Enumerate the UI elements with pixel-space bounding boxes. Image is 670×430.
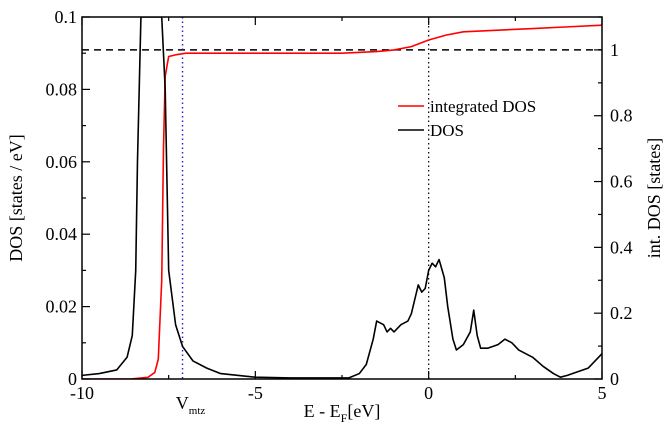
y2-tick-label: 0.4 xyxy=(610,237,633,257)
y-tick-label: 0.02 xyxy=(46,297,78,317)
x-axis-label: E - EF[eV] xyxy=(304,401,381,425)
series-line-integrated-dos xyxy=(82,24,602,379)
y2-tick-label: 1 xyxy=(610,40,619,60)
x-tick-label: -10 xyxy=(70,383,94,403)
legend-label-dos: DOS xyxy=(430,121,464,140)
x-axis-label-main: E - E xyxy=(304,401,341,421)
vmtz-label-sub: mtz xyxy=(189,405,206,417)
y2-tick-label: 0.6 xyxy=(610,172,633,192)
y-tick-label: 0.06 xyxy=(46,152,78,172)
y2-tick-label: 0 xyxy=(610,369,619,389)
x-tick-label: 5 xyxy=(598,383,607,403)
vmtz-label-main: V xyxy=(176,393,189,413)
reference-lines xyxy=(82,17,602,379)
y2-tick-label: 0.8 xyxy=(610,106,633,126)
y-tick-label: 0.1 xyxy=(55,7,78,27)
y-tick-label: 0.08 xyxy=(46,79,78,99)
legend: integrated DOS DOS xyxy=(398,97,536,140)
tick-marks xyxy=(81,16,603,380)
y2-tick-label: 0.2 xyxy=(610,303,633,323)
x-tick-label: -5 xyxy=(248,383,263,403)
y2-axis-label: int. DOS [states] xyxy=(644,138,664,259)
tick-labels: -10 -5 0 500.020.040.060.080.100.20.40.60.8… xyxy=(46,7,633,403)
series-line-dos xyxy=(82,17,602,379)
x-axis-label-sub: F xyxy=(341,411,348,425)
x-axis-label-unit: [eV] xyxy=(347,401,380,421)
legend-label-integrated-dos: integrated DOS xyxy=(430,97,536,116)
series-layer xyxy=(82,17,602,379)
vmtz-label: Vmtz xyxy=(176,393,206,417)
x-tick-label: 0 xyxy=(424,383,433,403)
y-tick-label: 0 xyxy=(68,369,77,389)
y-axis-label: DOS [states / eV] xyxy=(6,134,26,261)
y-tick-label: 0.04 xyxy=(46,224,78,244)
